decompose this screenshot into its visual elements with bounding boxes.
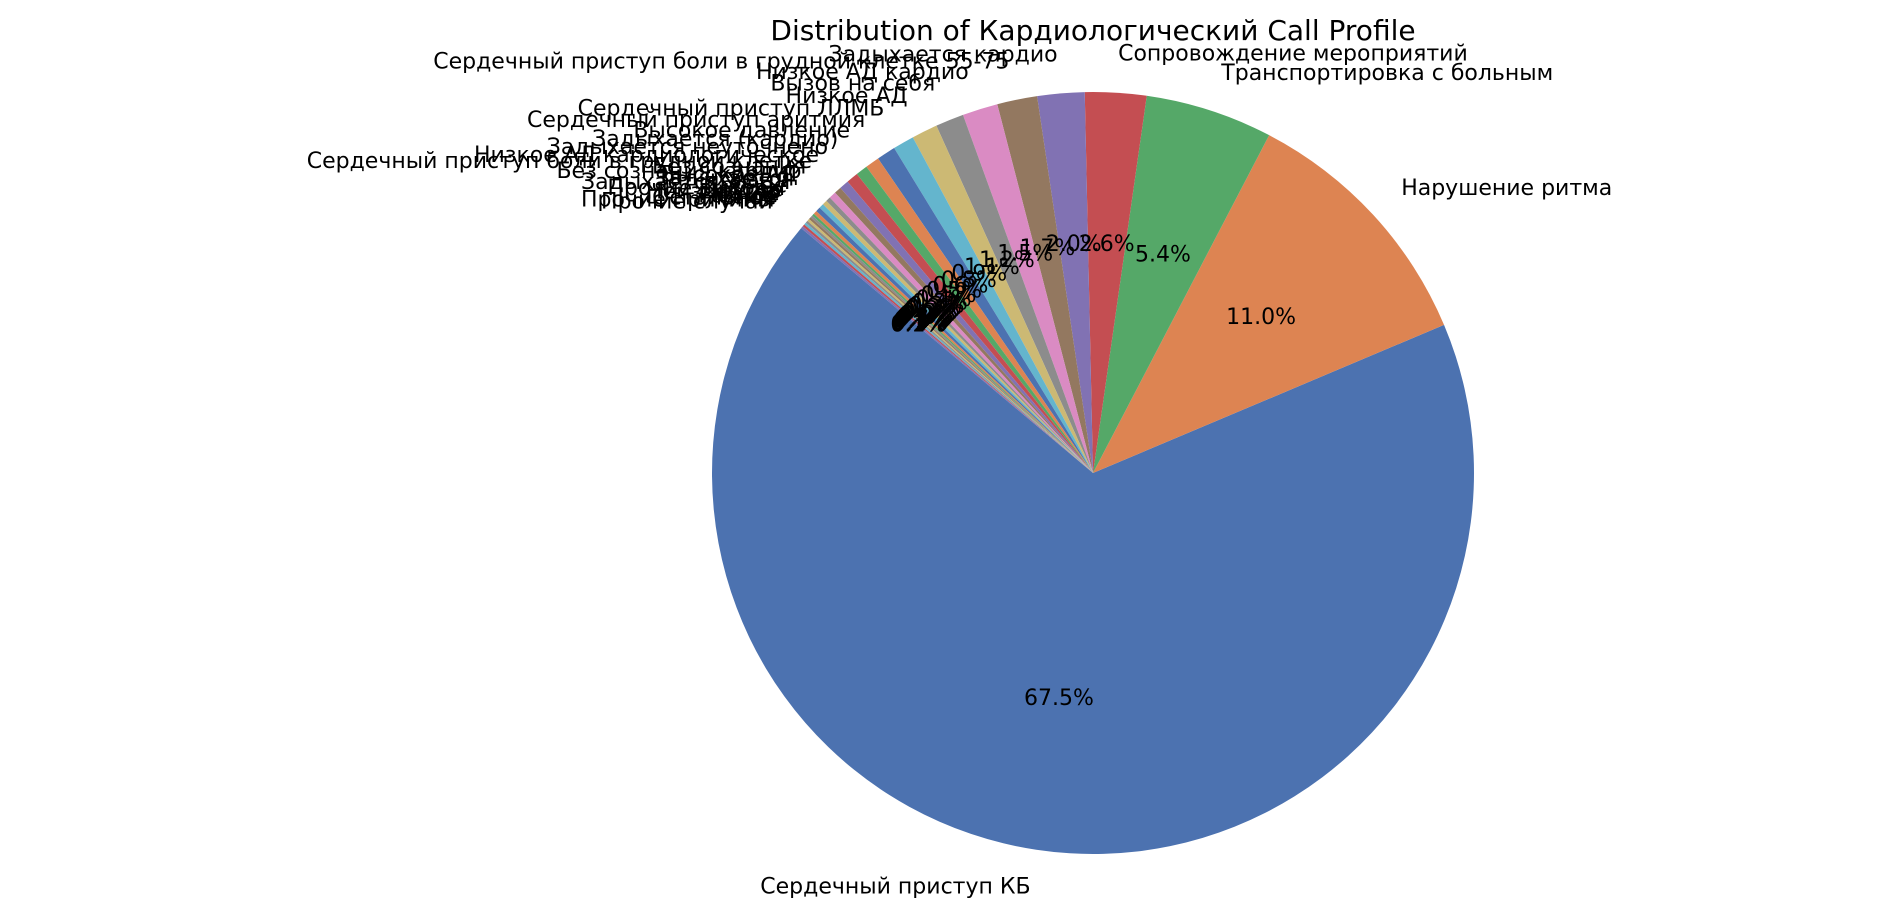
slice-label: Прочие причины [581,188,775,213]
slice-label: Вызов на себя [770,72,935,97]
percent-label: 0.2% [900,302,956,327]
slice-label: Иное [722,182,780,207]
chart-title: Distribution of Кардиологический Call Pr… [770,14,1415,47]
pie-slice [1093,95,1270,473]
percent-label: 0.9% [951,262,1007,287]
slice-label: Задыхается ХОБЛ [581,170,790,195]
pie-slice [805,220,1093,473]
pie-slice [819,204,1093,473]
percent-label: 0.1% [893,309,949,334]
pie-slice [962,104,1093,473]
pie-slice [894,137,1093,473]
percent-label: 0.8% [941,268,997,293]
percent-label: 0.1% [894,308,950,333]
slice-label: Транспортировка с больным [1220,61,1553,86]
percent-label: 0.1% [896,306,952,331]
pie-slices [712,91,1475,855]
percent-label: 2.0% [1046,232,1102,257]
slice-label: Сердечный приступ боли в грудной клетке [307,149,812,174]
pie-slice [936,114,1093,474]
pie-slice [997,96,1093,473]
pie-slice [808,217,1093,473]
percent-label: 1.2% [979,248,1035,273]
percent-label: 0.6% [933,274,989,299]
pie-slice [829,192,1093,473]
slice-label: Без сознания кардио [556,159,801,184]
slice-label: Низкое АД кардио [756,60,969,85]
slice-label: Без сознания [652,154,806,179]
percent-labels: 67.5%11.0%5.4%2.6%2.0%1.7%1.5%1.2%1.1%0.… [890,232,1296,711]
slice-label: Сердечный приступ КБ [760,874,1030,899]
pie-slice [802,224,1093,473]
slice-label: Низкое АД кардиологическое [474,143,819,168]
percent-label: 0.3% [909,293,965,318]
pie-slice [813,211,1093,473]
pie-slice [804,222,1093,473]
pie-slice [866,158,1093,473]
percent-label: 5.4% [1135,242,1191,267]
percent-label: 0.1% [897,305,953,330]
slice-label: Прочие случаи [601,190,773,215]
slice-label: Разное [698,184,778,209]
slice-label: Задыхается кардио [829,42,1058,67]
slice-label: Другое [700,178,783,203]
pie-slice [812,213,1093,473]
percent-label: 1.7% [1019,236,1075,261]
percent-label: 2.6% [1079,232,1135,257]
slice-label: Сердечный приступ аритмия [527,108,865,133]
pie-slice [712,228,1475,855]
slice-label: Низкое АД [786,84,908,109]
slice-label: Нарушение ритма [1401,176,1612,201]
pie-slice [878,148,1093,474]
percent-label: 11.0% [1226,305,1296,330]
percent-label: 0.1% [891,311,947,336]
slice-label: Сопровождение мероприятий [1118,42,1468,67]
pie-slice [1037,92,1093,473]
slice-labels: Сердечный приступ КБ Нарушение ритма Транс… [307,42,1613,900]
pie-slice [840,181,1093,473]
percent-label: 0.2% [906,296,962,321]
pie-slice [834,187,1093,473]
percent-label: 0.3% [912,290,968,315]
percent-label: 67.5% [1024,686,1094,711]
percent-label: 0.2% [898,304,954,329]
pie-slice [826,197,1093,473]
pie-slice [1093,135,1445,473]
percent-label: 0.1% [890,313,946,338]
percent-label: 1.1% [964,255,1020,280]
slice-label: Задыхается [656,166,794,191]
percent-label: 1.5% [997,242,1053,267]
pie-slice [807,219,1093,473]
slice-label: Задыхается (кардио) [592,127,838,152]
slice-label: Неизвестно [646,180,781,205]
pie-slice [912,125,1093,474]
slice-label: Сердечный приступ ЛЛМБ [578,97,885,122]
percent-label: 0.4% [916,287,972,312]
percent-label: 0.5% [926,278,982,303]
pie-slice [810,215,1093,473]
pie-slice [801,226,1093,473]
slice-label: Остальное [652,186,776,211]
percent-label: 0.5% [921,283,977,308]
pie-slice [847,174,1093,473]
percent-label: 0.1% [892,310,948,335]
pie-slice [822,200,1093,473]
pie-slice [856,166,1093,473]
percent-label: 0.2% [904,298,960,323]
percent-label: 0.2% [902,300,958,325]
slice-label: Высокое давление [633,119,850,144]
slice-label: Задыхается неуточнено [547,135,828,160]
slice-label: Прочие вызовы [607,176,785,201]
percent-label: 0.1% [895,307,951,332]
slice-label: Высокое АД [660,163,798,188]
pie-slice [816,207,1093,473]
slice-label: Сердечный приступ боли в грудной клетке … [433,49,1009,74]
slice-label: Прочее [703,173,787,198]
pie-slice [1084,91,1147,473]
